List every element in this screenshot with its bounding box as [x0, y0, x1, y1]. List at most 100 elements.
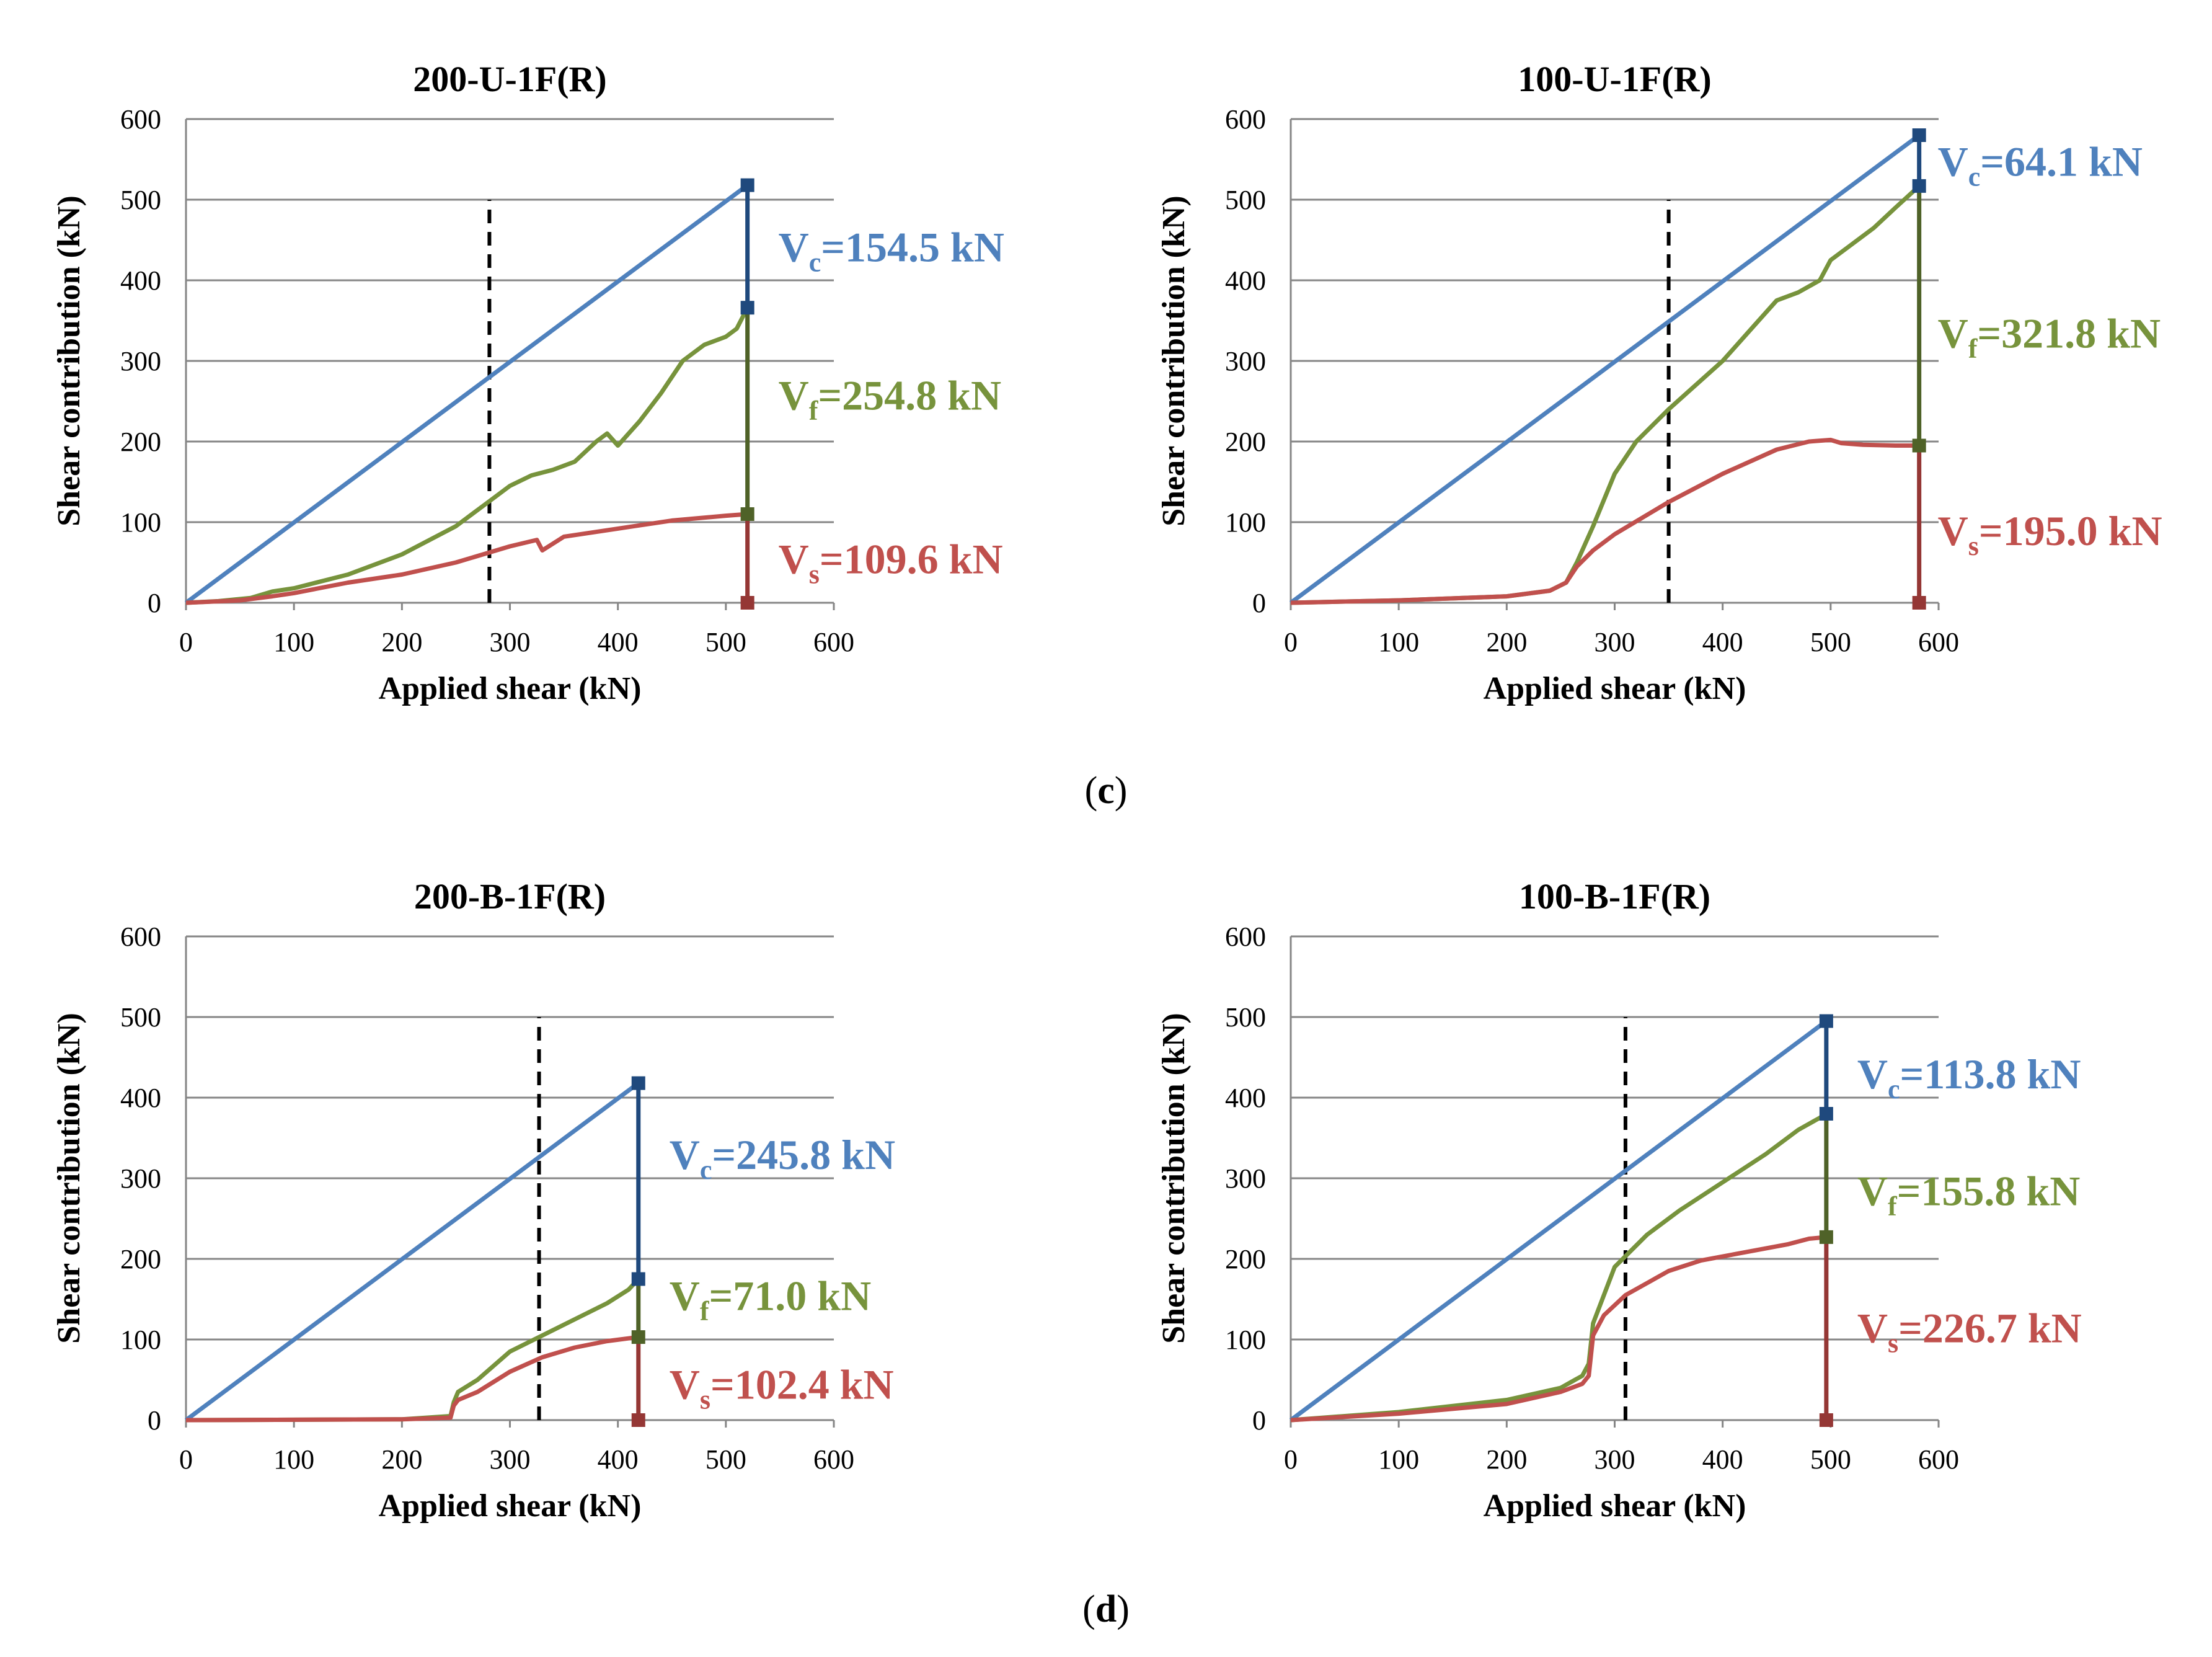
y-tick-label: 300 [1225, 346, 1266, 376]
annotation-f: Vf=155.8 kN [1857, 1168, 2080, 1222]
x-tick-label: 0 [1284, 627, 1298, 657]
annotation-value: =71.0 kN [709, 1273, 872, 1320]
x-axis-label: Applied shear (kN) [379, 1488, 642, 1524]
x-tick-label: 0 [1284, 1444, 1298, 1475]
annotation-symbol: V [779, 536, 809, 583]
annotation-subscript: s [1968, 531, 1979, 561]
y-tick-label: 500 [1225, 185, 1266, 215]
marker-vf [1819, 1107, 1833, 1121]
marker-vc [740, 178, 754, 192]
y-tick-label: 500 [1225, 1002, 1266, 1033]
annotation-subscript: c [1888, 1074, 1900, 1104]
chart-4: 0 100 200 300 400 500 600 0 100 200 300 400 500 600 10… [1156, 876, 2082, 1524]
chart-2: 0 100 200 300 400 500 600 0 100 200 300 400 500 600 10… [1156, 59, 2162, 706]
y-tick-label: 600 [1225, 104, 1266, 135]
annotation-s: Vs=102.4 kN [670, 1361, 894, 1415]
panel-label-d-letter: d [1095, 1588, 1117, 1630]
x-tick-label: 500 [1810, 627, 1851, 657]
y-tick-label: 500 [120, 185, 161, 215]
x-axis-label: Applied shear (kN) [379, 671, 642, 706]
annotation-subscript: c [1968, 162, 1981, 192]
x-tick-label: 200 [1486, 1444, 1527, 1475]
annotation-subscript: s [1888, 1328, 1898, 1359]
annotation-symbol: V [670, 1131, 700, 1178]
marker-vs [1912, 438, 1926, 453]
annotation-c: Vc=113.8 kN [1857, 1051, 2081, 1104]
annotation-subscript: c [809, 247, 821, 277]
panel-label-c: (c) [1085, 769, 1128, 813]
marker-base [740, 596, 754, 610]
x-tick-label: 100 [1378, 1444, 1419, 1475]
y-tick-label: 0 [1252, 588, 1266, 618]
annotation-value: =195.0 kN [1979, 507, 2162, 554]
chart-title: 100-U-1F(R) [1518, 59, 1711, 99]
x-tick-label: 100 [273, 1444, 314, 1475]
x-tick-label: 400 [1702, 627, 1743, 657]
panel-label-d-close: ) [1117, 1588, 1130, 1630]
annotation-s: Vs=109.6 kN [779, 536, 1003, 590]
x-tick-label: 400 [598, 1444, 639, 1475]
x-tick-label: 600 [1918, 1444, 1959, 1475]
y-tick-label: 200 [120, 1244, 161, 1274]
annotation-subscript: s [700, 1385, 710, 1415]
annotation-subscript: f [1888, 1191, 1898, 1222]
marker-base [1912, 596, 1926, 610]
annotation-value: =321.8 kN [1977, 310, 2161, 357]
annotation-c: Vc=64.1 kN [1938, 138, 2143, 192]
x-axis-label: Applied shear (kN) [1484, 671, 1746, 706]
annotation-value: =109.6 kN [820, 536, 1003, 583]
x-tick-label: 600 [813, 1444, 854, 1475]
y-tick-label: 300 [120, 346, 161, 376]
series-line-steel [185, 512, 748, 605]
y-tick-label: 0 [148, 1405, 161, 1436]
y-tick-label: 0 [1252, 1405, 1266, 1436]
chart-title: 200-B-1F(R) [414, 876, 606, 917]
annotation-value: =254.8 kN [818, 372, 1001, 419]
y-tick-label: 400 [120, 265, 161, 296]
annotation-symbol: V [1857, 1305, 1888, 1352]
annotation-subscript: f [1968, 334, 1978, 364]
y-tick-label: 600 [120, 922, 161, 952]
x-tick-label: 200 [381, 627, 422, 657]
annotation-symbol: V [779, 223, 809, 270]
marker-base [1819, 1413, 1833, 1427]
panel-label-d-open: ( [1082, 1588, 1095, 1630]
x-tick-label: 300 [490, 1444, 531, 1475]
x-tick-label: 300 [490, 627, 531, 657]
y-axis-label: Shear contribution (kN) [1156, 1013, 1192, 1344]
y-tick-label: 100 [1225, 1325, 1266, 1355]
y-tick-label: 200 [1225, 427, 1266, 457]
y-tick-label: 0 [148, 588, 161, 618]
annotation-subscript: s [809, 559, 820, 590]
y-tick-label: 600 [1225, 922, 1266, 952]
marker-vf [631, 1272, 645, 1286]
series-line-total [1289, 133, 1921, 605]
annotation-value: =155.8 kN [1897, 1168, 2081, 1215]
annotation-s: Vs=226.7 kN [1857, 1305, 2082, 1359]
annotation-symbol: V [670, 1273, 700, 1320]
marker-vf [1912, 179, 1926, 193]
marker-vc [1819, 1014, 1833, 1028]
annotation-symbol: V [1938, 138, 1968, 185]
y-axis-label: Shear contribution (kN) [51, 195, 87, 526]
y-tick-label: 400 [1225, 1083, 1266, 1113]
marker-base [631, 1413, 645, 1427]
annotation-f: Vf=321.8 kN [1938, 310, 2161, 364]
x-tick-label: 100 [273, 627, 314, 657]
y-tick-label: 400 [1225, 265, 1266, 296]
x-tick-label: 0 [179, 627, 193, 657]
annotation-symbol: V [1857, 1168, 1888, 1215]
annotation-subscript: f [809, 396, 819, 426]
annotation-f: Vf=254.8 kN [779, 372, 1001, 426]
marker-vs [1819, 1230, 1833, 1244]
annotation-value: =226.7 kN [1898, 1305, 2082, 1352]
panel-label-d: (d) [1082, 1588, 1130, 1632]
annotation-symbol: V [670, 1361, 700, 1408]
marker-vc [1912, 128, 1926, 142]
y-tick-label: 100 [120, 1325, 161, 1355]
chart-3: 0 100 200 300 400 500 600 0 100 200 300 400 500 600 20… [51, 876, 895, 1524]
x-tick-label: 200 [381, 1444, 422, 1475]
annotation-c: Vc=154.5 kN [779, 223, 1004, 277]
x-tick-label: 500 [1810, 1444, 1851, 1475]
